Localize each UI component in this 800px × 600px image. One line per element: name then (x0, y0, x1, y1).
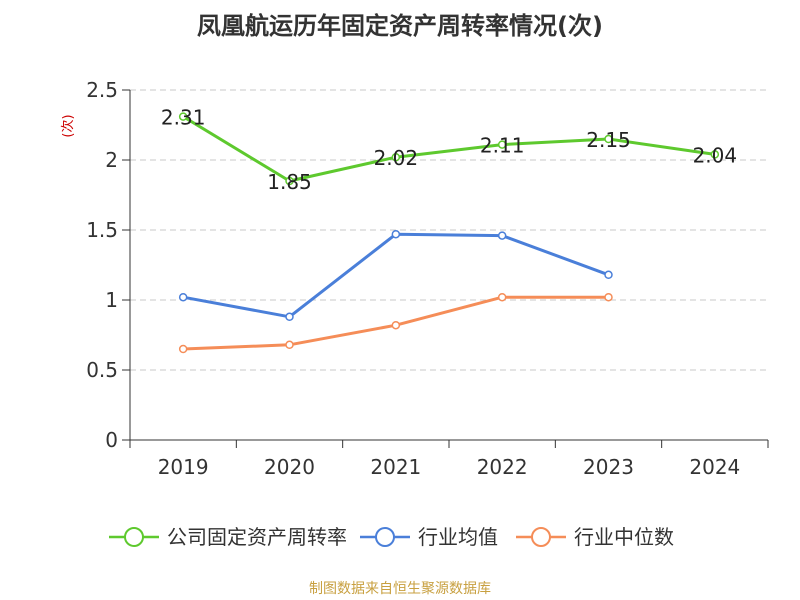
series-line (182, 232, 610, 319)
x-tick-label: 2024 (689, 455, 740, 479)
data-point (497, 292, 507, 302)
legend-marker (375, 527, 395, 547)
chart-title: 凤凰航运历年固定资产周转率情况(次) (197, 12, 603, 40)
data-point (178, 344, 188, 354)
data-label: 2.15 (586, 128, 631, 152)
source-note: 制图数据来自恒生聚源数据库 (309, 581, 491, 597)
data-label: 1.85 (267, 170, 312, 194)
legend-label: 公司固定资产周转率 (167, 525, 347, 549)
data-point (391, 152, 401, 162)
x-tick-label: 2020 (264, 455, 315, 479)
legend: 公司固定资产周转率 行业均值 行业中位数 (109, 525, 674, 549)
x-tick-label: 2023 (583, 455, 634, 479)
grid-lines (130, 89, 768, 371)
y-axis-label: (次) (60, 114, 76, 137)
y-tick-label: 0 (105, 428, 118, 452)
y-tick-label: 2.5 (86, 78, 118, 102)
legend-marker (531, 527, 551, 547)
data-point (497, 231, 507, 240)
data-point (604, 134, 613, 144)
y-tick-label: 1.5 (86, 218, 118, 242)
legend-marker (124, 527, 144, 547)
series-line (182, 115, 716, 183)
data-label: 2.31 (161, 106, 206, 130)
series (178, 112, 720, 354)
data-point (710, 150, 720, 159)
data-point (285, 176, 294, 186)
legend-label: 行业中位数 (574, 525, 674, 549)
data-point (285, 312, 294, 322)
x-tick-label: 2019 (158, 455, 209, 479)
data-point (497, 140, 507, 149)
data-point (285, 340, 294, 350)
x-tick-label: 2022 (477, 455, 528, 479)
axes: 0 0.5 1 1.5 2 2.5 2019 2020 2021 2022 2023 2024 (86, 78, 769, 479)
data-label: 2.11 (480, 134, 525, 158)
data-labels: 2.31 1.85 2.02 2.11 2.15 2.04 (161, 106, 737, 194)
data-label: 2.04 (693, 143, 738, 167)
data-point (391, 320, 401, 330)
legend-label: 行业均值 (418, 525, 498, 549)
data-point (604, 292, 613, 302)
y-tick-label: 2 (105, 148, 118, 172)
data-point (391, 229, 401, 239)
y-tick-label: 1 (105, 288, 118, 312)
data-label: 2.02 (374, 146, 419, 170)
x-tick-label: 2021 (370, 455, 421, 479)
data-point (604, 270, 613, 280)
y-tick-label: 0.5 (86, 358, 118, 382)
data-point (178, 112, 188, 121)
data-point (178, 292, 188, 302)
